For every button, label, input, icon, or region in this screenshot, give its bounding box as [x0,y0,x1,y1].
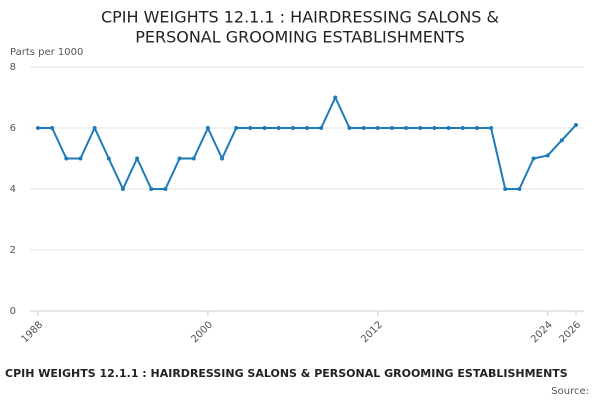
data-point [517,187,522,191]
data-point [474,126,479,130]
series-line [38,95,577,192]
y-tick-label: 6 [10,123,16,134]
source: Source: [551,386,589,397]
y-tick-label: 2 [10,245,16,256]
footer-title: CPIH WEIGHTS 12.1.1 : HAIRDRESSING SALON… [5,367,568,380]
data-point [64,156,69,161]
data-point [375,126,380,130]
x-tick-label: 2026 [557,319,583,345]
data-point [432,126,437,130]
data-point [36,126,40,130]
y-tick-label: 0 [10,306,16,317]
data-point [389,126,394,130]
data-point [347,126,352,130]
data-point [92,126,97,130]
data-point [305,126,309,130]
data-point [78,156,83,161]
chart-title: PERSONAL GROOMING ESTABLISHMENTS [135,28,465,47]
data-point [191,156,196,161]
data-point [177,156,182,161]
data-point [531,156,536,161]
data-point [361,126,366,130]
data-point [234,126,239,130]
data-point [50,126,55,130]
data-point [135,156,140,161]
data-point [574,122,578,127]
data-point [404,126,409,130]
data-point [333,95,338,100]
y-tick-label: 4 [10,184,16,195]
data-point [559,138,564,143]
data-point [460,126,465,130]
data-point [149,187,154,191]
data-point [248,126,253,130]
data-point [319,126,324,130]
data-point [545,153,550,158]
chart-title: CPIH WEIGHTS 12.1.1 : HAIRDRESSING SALON… [101,8,499,27]
data-point [290,126,295,130]
y-axis-label: Parts per 1000 [10,47,83,58]
data-point [106,156,111,161]
data-point [489,126,494,130]
data-point [418,126,423,130]
data-point [205,126,210,130]
data-point [163,187,168,191]
data-point [276,126,281,130]
data-point [503,187,508,191]
x-tick-label: 2000 [189,319,215,345]
x-tick-label: 2024 [529,319,555,345]
y-tick-label: 8 [10,62,16,73]
data-point [120,187,125,191]
data-point [262,126,267,130]
x-tick-label: 1988 [19,319,45,345]
data-point [446,126,451,130]
data-point [220,156,225,161]
x-tick-label: 2012 [359,319,385,345]
